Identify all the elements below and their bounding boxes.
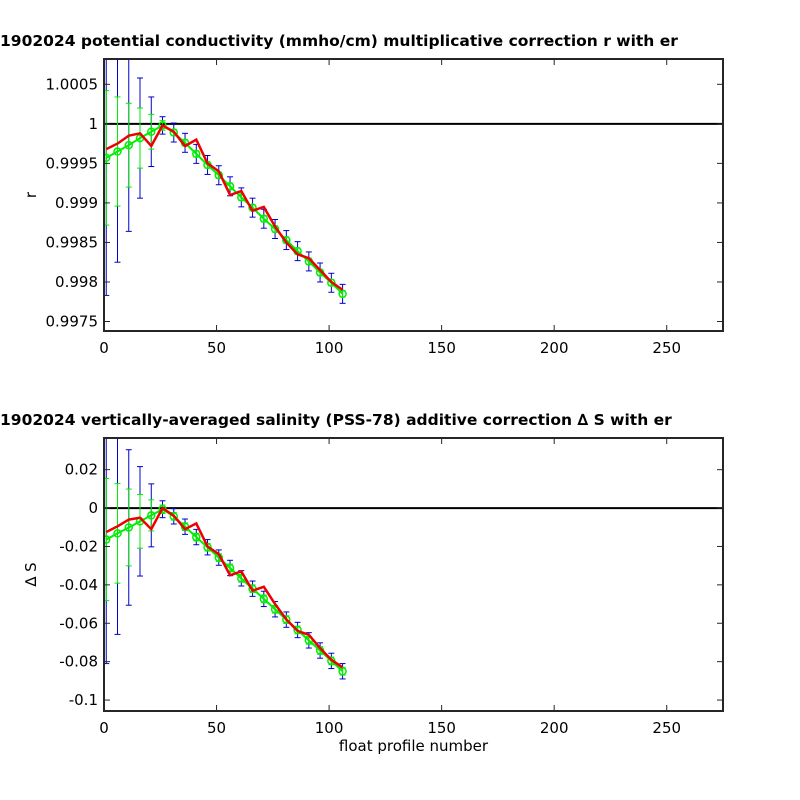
data-point (158, 121, 167, 130)
data-point (293, 625, 302, 635)
x-tick-label: 0 (99, 339, 109, 357)
data-point (113, 529, 122, 538)
data-point (338, 667, 347, 676)
x-tick-label: 150 (427, 719, 456, 737)
data-point (169, 512, 179, 521)
data-point (113, 147, 122, 156)
subplot: 0 50 100 150 200 250 0.02 0 -0.02 -0.04 -0.06 -0.08… (0, 411, 724, 755)
x-tick-label: 200 (540, 719, 569, 737)
y-axis-label: r (22, 191, 40, 198)
y-axis-label: ∆ S (22, 562, 40, 587)
data-point (338, 289, 347, 299)
y-tick-label: 1 (88, 115, 98, 133)
y-tick-label: 0.9975 (46, 313, 99, 331)
y-tick-label: -0.06 (59, 614, 98, 632)
data-point (192, 532, 201, 542)
x-tick-label: 100 (315, 339, 344, 357)
plot-area (104, 438, 723, 711)
data-point (259, 214, 269, 223)
data-point (147, 127, 156, 136)
x-tick-label: 50 (207, 719, 226, 737)
y-tick-label: 0.998 (55, 273, 98, 291)
x-tick-label: 200 (540, 339, 569, 357)
data-point (124, 140, 134, 150)
data-point (147, 511, 156, 520)
data-point (169, 128, 179, 137)
x-axis-label: float profile number (339, 737, 489, 755)
data-point (327, 278, 336, 288)
subplot: 0 50 100 150 200 250 1.0005 1 0.9995 0.999 0.9985 0… (0, 32, 724, 357)
x-tick-label: 100 (315, 719, 344, 737)
axes-frame (103, 58, 724, 332)
y-tick-label: 0.02 (65, 461, 98, 479)
x-tick-label: 250 (652, 339, 681, 357)
plot-area (104, 59, 723, 331)
y-tick-label: -0.04 (59, 576, 98, 594)
y-tick-label: -0.08 (59, 653, 98, 671)
plot-content (104, 59, 723, 304)
chart-title: 1902024 potential conductivity (mmho/cm)… (0, 32, 678, 50)
data-line (105, 123, 344, 291)
y-tick-label: 0.9985 (46, 233, 99, 251)
data-line (105, 506, 344, 669)
data-point (104, 153, 111, 163)
data-point (104, 535, 111, 544)
y-tick-label: 1.0005 (46, 75, 99, 93)
axes-frame (103, 437, 724, 712)
data-point (282, 615, 291, 624)
y-tick-label: 0 (88, 499, 98, 517)
y-tick-label: 0.9995 (46, 154, 99, 172)
x-tick-label: 150 (427, 339, 456, 357)
x-tick-label: 250 (652, 719, 681, 737)
plot-content (104, 438, 723, 680)
y-tick-label: -0.1 (69, 691, 98, 709)
data-point (259, 594, 269, 604)
x-tick-label: 50 (207, 339, 226, 357)
data-point (124, 523, 134, 532)
y-tick-label: 0.999 (55, 194, 98, 212)
x-tick-label: 0 (99, 719, 109, 737)
data-point (192, 149, 201, 159)
y-tick-label: -0.02 (59, 537, 98, 555)
chart-title: 1902024 vertically-averaged salinity (PS… (0, 411, 672, 429)
